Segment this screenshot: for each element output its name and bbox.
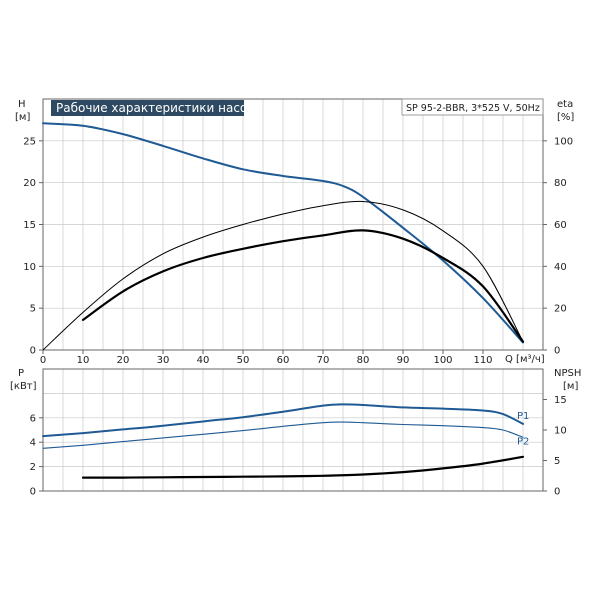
y-right-tick-label: 5 <box>554 456 560 467</box>
x-tick-label: 0 <box>40 355 46 366</box>
chart-subtitle-box <box>401 98 544 116</box>
y-left-tick-label: 0 <box>30 346 36 357</box>
series-line-p1 <box>42 403 524 438</box>
y-left-tick-label: 25 <box>23 136 36 147</box>
y-right-tick-label: 60 <box>554 220 567 231</box>
x-tick-label: 50 <box>237 355 250 366</box>
series-line-curve-3 <box>42 200 524 351</box>
x-tick-label: 100 <box>433 355 452 366</box>
lower-grid <box>43 369 543 491</box>
lower-left-ticks: 0 2 4 6 <box>30 413 43 498</box>
lower-series: P1 P2 <box>42 403 529 479</box>
y-right-tick-label: 0 <box>554 346 560 357</box>
y-left-tick-label: 0 <box>30 487 36 498</box>
series-line-curve-1 <box>42 122 524 344</box>
chart-subtitle: SP 95-2-BBR, 3*525 V, 50Hz <box>406 103 540 114</box>
series-label-p1: P1 <box>517 411 529 422</box>
y-right-label: eta <box>557 99 573 110</box>
npsh-right-unit: [м] <box>563 381 578 392</box>
npsh-right-label: NPSH <box>554 368 581 379</box>
y-right-tick-label: 15 <box>554 395 567 406</box>
x-axis-label: Q [м³/ч] <box>505 354 545 365</box>
y-left-tick-label: 6 <box>30 413 36 424</box>
x-tick-label: 110 <box>473 355 492 366</box>
x-tick-label: 90 <box>397 355 410 366</box>
series-line-curve-2 <box>81 229 525 343</box>
y-left-tick-label: 4 <box>30 438 36 449</box>
head-efficiency-panel: 0 10 20 30 40 50 60 70 80 90 100 110 0 5 10 15 20 25 0 20… <box>15 98 574 366</box>
x-tick-label: 30 <box>157 355 170 366</box>
y-left-tick-label: 10 <box>23 262 36 273</box>
y-right-tick-label: 20 <box>554 304 567 315</box>
y-left-tick-label: 15 <box>23 220 36 231</box>
y-left-tick-label: 2 <box>30 462 36 473</box>
upper-grid <box>43 99 543 350</box>
x-tick-label: 80 <box>357 355 370 366</box>
x-tick-label: 70 <box>317 355 330 366</box>
chart-title: Рабочие характеристики насоса <box>56 101 261 115</box>
upper-series <box>42 122 525 351</box>
y-right-tick-label: 10 <box>554 426 567 437</box>
p-left-unit: [кВт] <box>10 381 37 392</box>
series-label-p2: P2 <box>517 436 529 447</box>
series-line-p2 <box>42 421 524 449</box>
power-npsh-panel: P1 P2 0 2 4 6 0 5 10 15 P [кВт] NPSH [м] <box>10 368 581 498</box>
y-right-tick-label: 40 <box>554 262 567 273</box>
x-tick-label: 60 <box>277 355 290 366</box>
series-line-curve-3 <box>81 455 525 479</box>
chart-title-box <box>51 100 244 116</box>
y-left-label: H <box>18 99 26 110</box>
x-tick-label: 20 <box>117 355 130 366</box>
x-tick-label: 40 <box>197 355 210 366</box>
y-right-tick-label: 0 <box>554 487 560 498</box>
y-left-tick-label: 20 <box>23 178 36 189</box>
y-left-tick-label: 5 <box>30 304 36 315</box>
lower-right-ticks: 0 5 10 15 <box>543 395 567 498</box>
x-tick-label: 10 <box>77 355 90 366</box>
y-right-tick-label: 80 <box>554 178 567 189</box>
p-left-label: P <box>18 368 24 379</box>
upper-x-ticks: 0 10 20 30 40 50 60 70 80 90 100 110 <box>40 350 493 366</box>
y-right-tick-label: 100 <box>554 136 573 147</box>
y-right-unit: [%] <box>557 112 574 123</box>
upper-left-ticks: 0 5 10 15 20 25 <box>23 136 43 357</box>
upper-right-ticks: 0 20 40 60 80 100 <box>543 136 573 357</box>
y-left-unit: [м] <box>15 112 30 123</box>
